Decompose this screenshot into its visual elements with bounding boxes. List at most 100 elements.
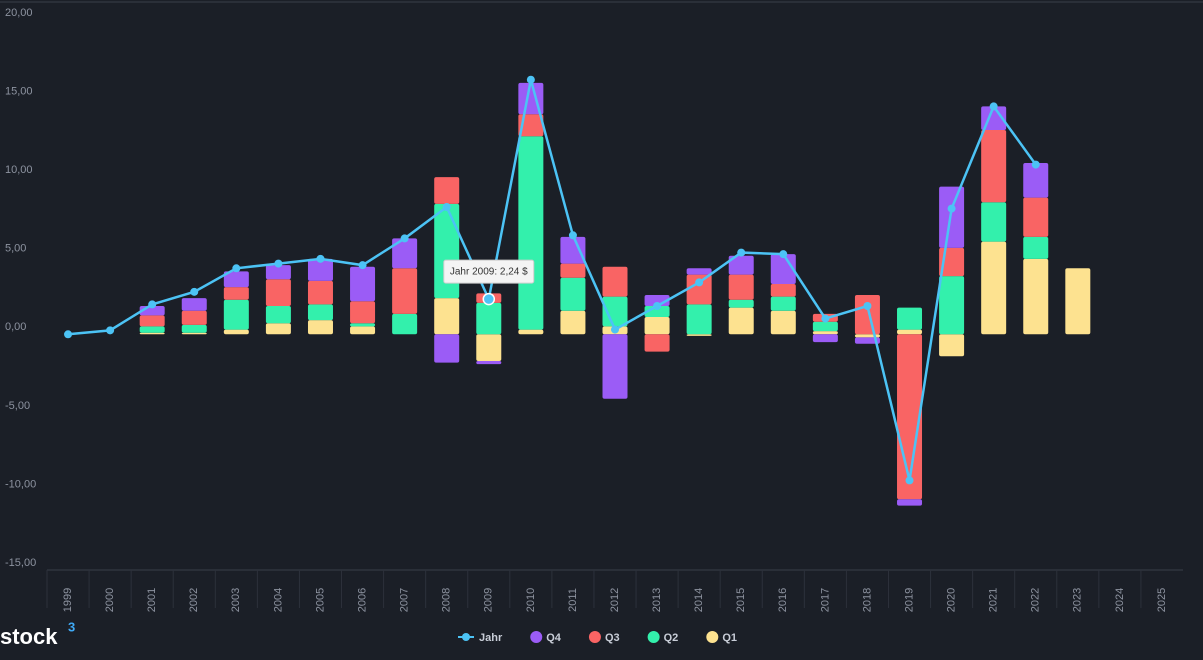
x-tick-label: 1999 bbox=[62, 588, 74, 612]
bar bbox=[812, 321, 838, 332]
bar bbox=[939, 186, 965, 248]
bar bbox=[644, 317, 670, 335]
line-point bbox=[695, 278, 704, 287]
bar bbox=[434, 334, 460, 363]
bar bbox=[770, 310, 796, 335]
line-point bbox=[779, 250, 788, 259]
bar bbox=[476, 361, 502, 365]
line-point bbox=[568, 231, 577, 240]
line-point bbox=[905, 476, 914, 485]
x-tick-label: 2017 bbox=[819, 588, 831, 612]
logo-text: stock bbox=[0, 624, 58, 649]
x-tick-label: 2022 bbox=[1030, 588, 1042, 612]
x-tick-label: 2012 bbox=[609, 588, 621, 612]
legend-item[interactable]: Q4 bbox=[530, 631, 562, 644]
y-tick-label: 0,00 bbox=[5, 321, 26, 333]
bar bbox=[181, 298, 207, 311]
bar bbox=[854, 295, 880, 335]
x-tick-label: 2024 bbox=[1114, 588, 1126, 612]
bar bbox=[981, 202, 1007, 242]
bar bbox=[770, 296, 796, 311]
y-tick-label: 15,00 bbox=[5, 85, 33, 97]
bar bbox=[350, 323, 376, 327]
x-tick-label: 2015 bbox=[735, 588, 747, 612]
x-tick-label: 2006 bbox=[356, 588, 368, 612]
bar bbox=[1023, 258, 1049, 335]
y-tick-label: -10,00 bbox=[5, 478, 36, 490]
bar bbox=[812, 334, 838, 343]
bar bbox=[560, 263, 586, 278]
legend-item[interactable]: Q2 bbox=[647, 631, 679, 644]
bar bbox=[854, 337, 880, 344]
bar bbox=[350, 326, 376, 335]
line-point bbox=[947, 204, 956, 213]
bar bbox=[686, 268, 712, 275]
bar bbox=[686, 274, 712, 305]
bar bbox=[434, 203, 460, 299]
bar bbox=[560, 277, 586, 311]
bar bbox=[265, 265, 291, 280]
bar bbox=[728, 255, 754, 275]
bar bbox=[350, 301, 376, 324]
bar bbox=[644, 334, 670, 352]
legend-label: Q2 bbox=[664, 632, 679, 644]
y-tick-label: 20,00 bbox=[5, 7, 33, 19]
bar bbox=[560, 310, 586, 335]
legend-label: Q4 bbox=[546, 632, 562, 644]
bar bbox=[307, 280, 333, 305]
x-tick-label: 2008 bbox=[441, 588, 453, 612]
x-tick-label: 2004 bbox=[272, 588, 284, 612]
bar bbox=[350, 266, 376, 302]
bar bbox=[602, 296, 628, 327]
line-point bbox=[526, 75, 535, 84]
bar bbox=[602, 334, 628, 399]
line-point bbox=[863, 302, 872, 310]
y-tick-label: 5,00 bbox=[5, 243, 26, 255]
bar bbox=[476, 334, 502, 361]
bar bbox=[307, 304, 333, 321]
line-point bbox=[1031, 160, 1040, 169]
bar bbox=[265, 279, 291, 306]
bar bbox=[686, 334, 712, 336]
line-point bbox=[358, 261, 367, 270]
line-point bbox=[274, 259, 283, 268]
tooltip-text: Jahr 2009: 2,24 $ bbox=[450, 267, 528, 278]
bar bbox=[1023, 236, 1049, 259]
legend-item[interactable]: Jahr bbox=[458, 632, 503, 644]
bar bbox=[223, 299, 249, 330]
bar bbox=[728, 274, 754, 300]
x-tick-label: 2016 bbox=[777, 588, 789, 612]
bar bbox=[770, 284, 796, 297]
bar bbox=[265, 306, 291, 324]
legend-marker bbox=[530, 631, 543, 643]
line-point bbox=[482, 292, 496, 306]
x-tick-label: 2025 bbox=[1156, 588, 1168, 612]
logo: stock 3 bbox=[0, 619, 75, 648]
line-point bbox=[821, 314, 830, 323]
x-tick-label: 2021 bbox=[988, 588, 1000, 612]
x-tick-label: 2000 bbox=[104, 588, 116, 612]
x-tick-label: 2014 bbox=[693, 588, 705, 612]
bar bbox=[139, 315, 165, 327]
x-tick-label: 2007 bbox=[399, 588, 411, 612]
bar bbox=[939, 276, 965, 335]
line-point bbox=[400, 234, 409, 243]
legend-marker bbox=[706, 631, 719, 643]
legend-item[interactable]: Q1 bbox=[706, 631, 737, 644]
x-tick-label: 2002 bbox=[188, 588, 200, 612]
bar bbox=[602, 266, 628, 297]
bar bbox=[1065, 268, 1091, 335]
x-tick-label: 2023 bbox=[1072, 588, 1084, 612]
bar bbox=[392, 238, 418, 269]
x-tick-label: 2019 bbox=[903, 588, 915, 612]
bar bbox=[392, 268, 418, 314]
bar bbox=[897, 307, 923, 330]
legend-item[interactable]: Q3 bbox=[588, 631, 620, 644]
bar bbox=[518, 136, 544, 330]
y-tick-label: 10,00 bbox=[5, 164, 33, 176]
bar bbox=[139, 332, 165, 335]
legend-label: Q1 bbox=[722, 632, 737, 644]
bar bbox=[518, 114, 544, 137]
